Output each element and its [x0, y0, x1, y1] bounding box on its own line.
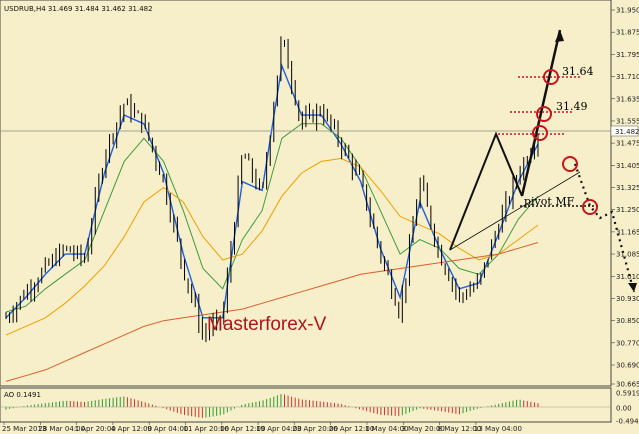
symbol-header: USDRUB,H4 31.469 31.484 31.462 31.482 — [4, 5, 153, 13]
reversal-circle — [562, 156, 578, 172]
x-tick-label: 8 May 12:00 — [438, 425, 482, 433]
level-label-1: 31.64 — [562, 65, 594, 78]
ao-y-tick-label: -0.4947 — [616, 418, 639, 426]
y-tick-label: 31.325 — [616, 184, 639, 192]
x-tick-label: 9 Apr 04:00 — [147, 425, 188, 433]
y-tick-label: 30.690 — [616, 362, 639, 370]
arrow-head — [555, 30, 564, 42]
ao-y-tick-label: 0.5919 — [616, 390, 639, 398]
target-circle-1 — [543, 69, 559, 85]
x-tick-label: 4 Apr 12:00 — [111, 425, 152, 433]
y-tick-label: 31.710 — [616, 73, 639, 81]
moving-averages — [5, 63, 539, 382]
x-tick-label: 13 May 04:00 — [474, 425, 522, 433]
level-label-2: 31.49 — [556, 100, 588, 113]
y-tick-label: 30.665 — [616, 381, 639, 389]
current-price-label: 31.482 — [615, 128, 639, 136]
y-tick-label: 31.475 — [616, 140, 639, 148]
target-circle-2 — [536, 106, 552, 122]
projection-arrow-head — [628, 283, 637, 292]
y-tick-label: 31.875 — [616, 29, 639, 37]
x-tick-label: 1 May 04:00 — [365, 425, 409, 433]
y-tick-label: 31.950 — [616, 7, 639, 15]
current-price-marker — [610, 125, 639, 137]
ao-histogram — [5, 394, 539, 418]
lower-trend-line — [449, 171, 581, 251]
pivot-circle — [582, 199, 598, 215]
x-tick-label: 1 Apr 20:00 — [75, 425, 116, 433]
pivot-label: pivot MF — [524, 195, 575, 208]
y-tick-label: 30.770 — [616, 339, 639, 347]
x-tick-label: 25 Mar 2013 — [2, 425, 46, 433]
y-tick-label: 31.010 — [616, 273, 639, 281]
price-bars — [5, 36, 539, 343]
y-tick-label: 31.795 — [616, 51, 639, 59]
moving-average-mid-line — [5, 123, 539, 313]
ao-y-tick-label: 0.00 — [616, 405, 632, 413]
watermark-text: Masterforex-V — [207, 314, 327, 335]
y-tick-label: 31.555 — [616, 117, 639, 125]
y-tick-label: 31.250 — [616, 206, 639, 214]
y-tick-label: 31.405 — [616, 162, 639, 170]
projection-path — [573, 163, 636, 293]
main-panel-frame — [0, 0, 612, 387]
x-tick-label: 23 Apr 20:00 — [292, 425, 338, 433]
y-tick-label: 30.930 — [616, 295, 639, 303]
moving-average-fast-line — [5, 63, 539, 319]
target-circle-3 — [532, 125, 548, 141]
y-axis-ticks: 31.950 31.875 31.795 31.710 31.635 31.555 31.4… — [611, 7, 639, 426]
x-tick-label: 11 Apr 20:00 — [184, 425, 230, 433]
target-arrow-line — [520, 29, 562, 197]
x-tick-label: 19 Apr 04:00 — [256, 425, 302, 433]
x-tick-label: 26 Apr 12:00 — [329, 425, 375, 433]
y-tick-label: 31.635 — [616, 95, 639, 103]
x-tick-label: 16 Apr 12:00 — [220, 425, 266, 433]
y-tick-label: 31.165 — [616, 228, 639, 236]
wedge-pattern-line — [449, 131, 523, 251]
moving-average-long-line — [5, 242, 539, 382]
x-tick-label: 28 Mar 04:00 — [38, 425, 85, 433]
moving-average-slow-line — [5, 157, 539, 336]
x-tick-label: 3 May 20:00 — [401, 425, 445, 433]
ao-panel-frame — [0, 387, 612, 423]
ao-header: AO 0.1491 — [4, 391, 41, 399]
y-tick-label: 31.085 — [616, 251, 639, 259]
y-tick-label: 30.850 — [616, 317, 639, 325]
